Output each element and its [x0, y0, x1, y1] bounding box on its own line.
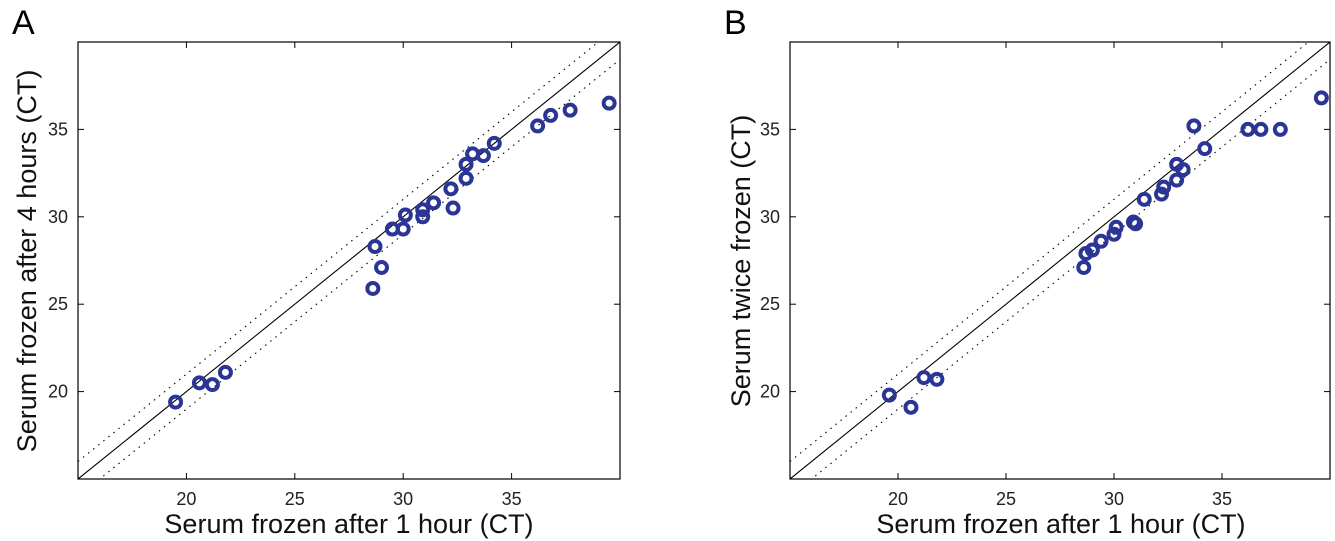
data-point — [486, 135, 502, 151]
data-point — [374, 259, 390, 275]
x-axis-label-a: Serum frozen after 1 hour (CT) — [164, 509, 533, 539]
x-tick-label: 35 — [502, 489, 522, 509]
x-tick-label: 20 — [176, 489, 196, 509]
data-point — [458, 170, 474, 186]
data-point — [426, 195, 442, 211]
y-tick-label: 30 — [48, 207, 68, 227]
y-tick-label: 20 — [48, 382, 68, 402]
x-tick-label: 30 — [1104, 489, 1124, 509]
y-axis-label-b: Serum twice frozen (CT) — [726, 115, 756, 408]
data-point — [1156, 179, 1172, 195]
data-point — [397, 207, 413, 223]
x-tick-label: 20 — [888, 489, 908, 509]
data-point — [543, 107, 559, 123]
data-point — [168, 394, 184, 410]
data-point — [562, 102, 578, 118]
x-tick-label: 25 — [285, 489, 305, 509]
data-point — [1093, 233, 1109, 249]
data-point — [1175, 162, 1191, 178]
x-tick-label: 35 — [1212, 489, 1232, 509]
data-point — [415, 209, 431, 225]
x-axis-label-b: Serum frozen after 1 hour (CT) — [876, 509, 1245, 539]
data-point — [929, 371, 945, 387]
data-point — [1108, 219, 1124, 235]
data-point — [217, 364, 233, 380]
upper-bound-line — [790, 42, 1310, 462]
data-point — [415, 202, 431, 218]
plot-area-frame — [77, 41, 621, 480]
data-point — [1169, 172, 1185, 188]
y-tick-label: 35 — [48, 119, 68, 139]
data-point — [395, 221, 411, 237]
x-tick-label: 30 — [393, 489, 413, 509]
data-point — [365, 280, 381, 296]
data-point — [601, 95, 617, 111]
identity-line — [78, 42, 620, 479]
y-tick-label: 20 — [760, 382, 780, 402]
data-point — [530, 118, 546, 134]
data-point — [1106, 226, 1122, 242]
data-point — [1136, 191, 1152, 207]
data-point — [1076, 259, 1092, 275]
data-point — [903, 399, 919, 415]
data-point — [1272, 121, 1288, 137]
y-tick-label: 35 — [760, 119, 780, 139]
lower-bound-line — [98, 59, 620, 479]
data-point — [443, 181, 459, 197]
upper-bound-line — [78, 42, 600, 462]
y-tick-label: 30 — [760, 207, 780, 227]
panel-letter-a: A — [12, 4, 35, 42]
data-point — [1197, 141, 1213, 157]
data-point — [1084, 242, 1100, 258]
y-tick-label: 25 — [48, 294, 68, 314]
panel-b: B Serum frozen after 1 hour (CT) Serum t… — [724, 4, 1331, 539]
x-tick-label: 25 — [996, 489, 1016, 509]
data-point — [191, 375, 207, 391]
data-point — [1253, 121, 1269, 137]
data-point — [367, 239, 383, 255]
data-point — [1186, 118, 1202, 134]
data-point — [475, 148, 491, 164]
data-point — [1240, 121, 1256, 137]
y-tick-label: 25 — [760, 294, 780, 314]
data-point — [445, 200, 461, 216]
data-point — [1128, 216, 1144, 232]
data-point — [458, 156, 474, 172]
data-point — [1154, 186, 1170, 202]
y-axis-label-a: Serum frozen after 4 hours (CT) — [12, 70, 42, 453]
data-point — [204, 377, 220, 393]
data-point — [916, 370, 932, 386]
data-point — [1313, 90, 1329, 106]
data-point — [881, 387, 897, 403]
lower-bound-line — [810, 59, 1330, 479]
panel-letter-b: B — [724, 4, 747, 42]
plot-area-frame — [789, 41, 1331, 480]
panel-a: A Serum frozen after 1 hour (CT) Serum f… — [12, 4, 621, 539]
identity-line — [790, 42, 1330, 479]
